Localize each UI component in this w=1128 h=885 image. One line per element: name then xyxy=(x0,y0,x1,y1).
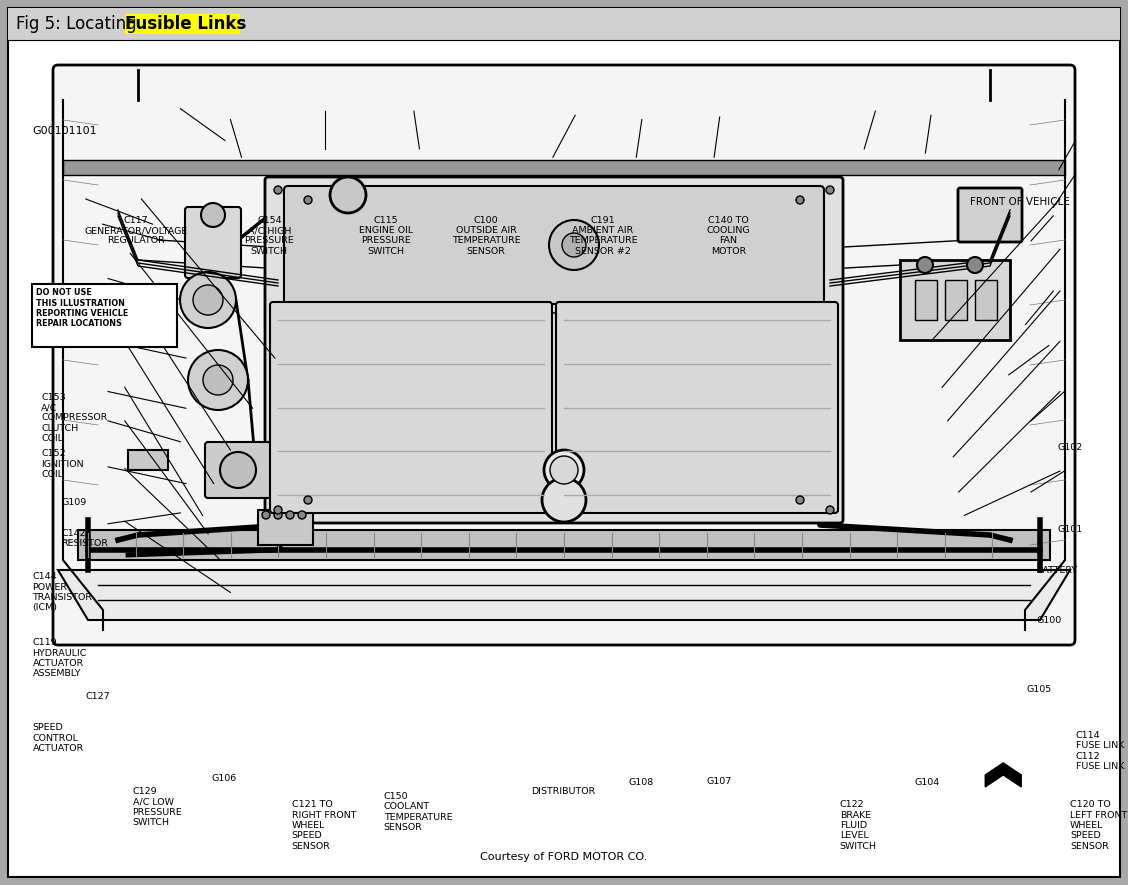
Circle shape xyxy=(562,233,587,257)
Text: G102: G102 xyxy=(1058,442,1083,452)
FancyBboxPatch shape xyxy=(205,442,271,498)
Text: FRONT OF VEHICLE: FRONT OF VEHICLE xyxy=(970,197,1069,207)
FancyBboxPatch shape xyxy=(53,65,1075,645)
Circle shape xyxy=(331,177,365,213)
Circle shape xyxy=(274,511,282,519)
Circle shape xyxy=(274,186,282,194)
Circle shape xyxy=(541,478,587,522)
Circle shape xyxy=(274,506,282,514)
Text: G107: G107 xyxy=(706,777,732,786)
Text: SPEED
CONTROL
ACTUATOR: SPEED CONTROL ACTUATOR xyxy=(33,723,83,753)
Polygon shape xyxy=(58,570,1070,620)
Text: C144
POWER
TRANSISTOR
(ICM): C144 POWER TRANSISTOR (ICM) xyxy=(33,573,92,612)
Text: G104: G104 xyxy=(915,779,940,788)
Text: C115
ENGINE OIL
PRESSURE
SWITCH: C115 ENGINE OIL PRESSURE SWITCH xyxy=(359,216,413,256)
Circle shape xyxy=(193,285,223,315)
Circle shape xyxy=(826,186,834,194)
Circle shape xyxy=(967,257,982,273)
Circle shape xyxy=(549,220,599,270)
Text: G100: G100 xyxy=(1037,617,1061,626)
Circle shape xyxy=(550,456,578,484)
Text: C117
GENERATOR/VOLTAGE
REGULATOR: C117 GENERATOR/VOLTAGE REGULATOR xyxy=(85,216,187,245)
Text: C140 TO
COOLING
FAN
MOTOR: C140 TO COOLING FAN MOTOR xyxy=(707,216,750,256)
Text: C153
A/C
COMPRESSOR
CLUTCH
COIL: C153 A/C COMPRESSOR CLUTCH COIL xyxy=(42,393,108,443)
Bar xyxy=(78,530,1050,560)
Text: C119
HYDRAULIC
ACTUATOR
ASSEMBLY: C119 HYDRAULIC ACTUATOR ASSEMBLY xyxy=(33,638,87,679)
Bar xyxy=(900,260,1010,340)
Bar xyxy=(63,160,1065,175)
Text: Fusible Links: Fusible Links xyxy=(125,15,246,33)
Text: C152
IGNITION
COIL: C152 IGNITION COIL xyxy=(42,450,83,480)
Text: C120 TO
LEFT FRONT
WHEEL
SPEED
SENSOR: C120 TO LEFT FRONT WHEEL SPEED SENSOR xyxy=(1070,800,1127,850)
Text: C150
COOLANT
TEMPERATURE
SENSOR: C150 COOLANT TEMPERATURE SENSOR xyxy=(384,792,452,832)
Circle shape xyxy=(796,196,804,204)
Circle shape xyxy=(287,511,294,519)
Text: G108: G108 xyxy=(628,779,654,788)
Bar xyxy=(975,280,997,320)
Text: G105: G105 xyxy=(1026,685,1051,694)
Circle shape xyxy=(298,511,306,519)
Circle shape xyxy=(180,272,236,328)
Bar xyxy=(127,450,168,470)
FancyBboxPatch shape xyxy=(265,177,843,523)
Circle shape xyxy=(203,365,233,395)
Bar xyxy=(258,510,312,545)
Text: C191
AMBIENT AIR
TEMPERATURE
SENSOR #2: C191 AMBIENT AIR TEMPERATURE SENSOR #2 xyxy=(569,216,637,256)
Text: Fig 5: Locating: Fig 5: Locating xyxy=(16,15,142,33)
FancyBboxPatch shape xyxy=(284,186,823,304)
FancyBboxPatch shape xyxy=(958,188,1022,242)
Circle shape xyxy=(305,496,312,504)
Text: C129
A/C LOW
PRESSURE
SWITCH: C129 A/C LOW PRESSURE SWITCH xyxy=(133,787,183,827)
Bar xyxy=(915,280,937,320)
Circle shape xyxy=(262,511,270,519)
Polygon shape xyxy=(985,763,1021,787)
Bar xyxy=(945,280,967,320)
Circle shape xyxy=(201,203,224,227)
Text: C100
OUTSIDE AIR
TEMPERATURE
SENSOR: C100 OUTSIDE AIR TEMPERATURE SENSOR xyxy=(452,216,520,256)
Circle shape xyxy=(305,196,312,204)
Circle shape xyxy=(796,496,804,504)
Text: Courtesy of FORD MOTOR CO.: Courtesy of FORD MOTOR CO. xyxy=(481,852,647,862)
Bar xyxy=(125,14,240,34)
Bar xyxy=(33,284,177,347)
Text: G101: G101 xyxy=(1058,525,1083,534)
Text: G109: G109 xyxy=(61,498,87,507)
Circle shape xyxy=(220,452,256,488)
Text: BATTERY: BATTERY xyxy=(1037,566,1077,575)
Text: DISTRIBUTOR: DISTRIBUTOR xyxy=(530,787,594,796)
FancyBboxPatch shape xyxy=(270,302,552,513)
Bar xyxy=(8,8,1120,40)
Circle shape xyxy=(544,450,584,490)
Text: C121 TO
RIGHT FRONT
WHEEL
SPEED
SENSOR: C121 TO RIGHT FRONT WHEEL SPEED SENSOR xyxy=(291,800,356,850)
FancyBboxPatch shape xyxy=(556,302,838,513)
Text: G00101101: G00101101 xyxy=(33,126,97,135)
Text: C142
RESISTOR: C142 RESISTOR xyxy=(61,529,108,548)
Text: C127: C127 xyxy=(86,692,111,701)
Text: C122
BRAKE
FLUID
LEVEL
SWITCH: C122 BRAKE FLUID LEVEL SWITCH xyxy=(839,800,876,850)
Text: DO NOT USE
THIS ILLUSTRATION
REPORTING VEHICLE
REPAIR LOCATIONS: DO NOT USE THIS ILLUSTRATION REPORTING V… xyxy=(36,289,129,328)
Text: G106: G106 xyxy=(211,774,237,783)
Text: C114
FUSE LINK #1
C112
FUSE LINK #2: C114 FUSE LINK #1 C112 FUSE LINK #2 xyxy=(1075,731,1128,771)
FancyBboxPatch shape xyxy=(185,207,241,278)
Circle shape xyxy=(188,350,248,410)
Text: C154
A/C HIGH
PRESSURE
SWITCH: C154 A/C HIGH PRESSURE SWITCH xyxy=(245,216,294,256)
Circle shape xyxy=(826,506,834,514)
Circle shape xyxy=(917,257,933,273)
